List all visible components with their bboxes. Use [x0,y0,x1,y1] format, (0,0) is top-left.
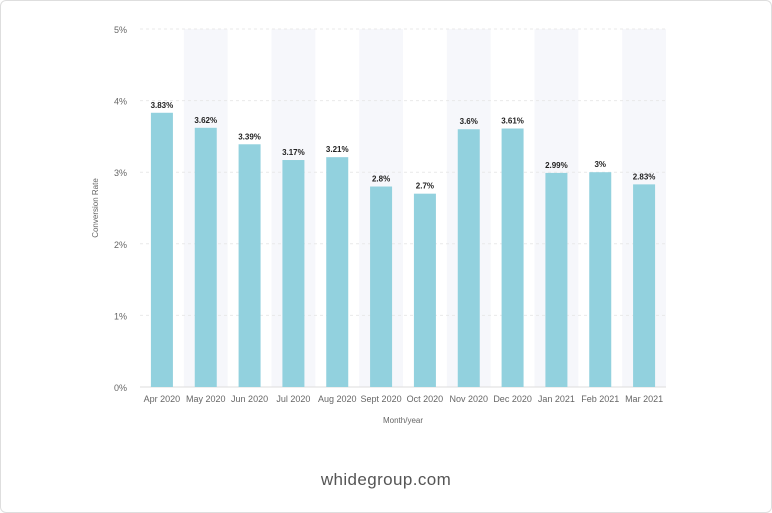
data-label: 2.99% [545,161,568,170]
data-label: 3.6% [460,117,478,126]
bar [150,112,173,387]
x-tick-label: Dec 2020 [493,394,532,404]
data-label: 3% [594,160,606,169]
x-tick-label: Sept 2020 [361,394,402,404]
x-tick-label: Jul 2020 [276,394,310,404]
bar [413,193,436,387]
data-label: 3.21% [326,145,349,154]
data-label: 2.7% [416,182,434,191]
bar [589,172,612,387]
x-tick-label: Mar 2021 [625,394,663,404]
x-tick-label: Apr 2020 [144,394,181,404]
y-tick-label: 0% [114,383,127,393]
bar [633,184,656,387]
footer-watermark: whidegroup.com [320,470,452,489]
x-tick-label: Nov 2020 [449,394,488,404]
bar [370,186,393,387]
x-tick-label: Jan 2021 [538,394,575,404]
y-tick-label: 1% [114,311,127,321]
data-label: 3.39% [238,132,261,141]
data-label: 3.17% [282,148,305,157]
data-label: 3.83% [151,101,174,110]
data-label: 3.61% [501,117,524,126]
x-tick-label: Oct 2020 [407,394,444,404]
y-tick-label: 5% [114,25,127,35]
y-tick-label: 4% [114,97,127,107]
bar [194,127,217,388]
bar [282,160,305,387]
bar [457,129,480,388]
bar [238,144,261,387]
x-tick-label: May 2020 [186,394,226,404]
x-axis-title: Month/year [383,416,423,425]
x-tick-label: Feb 2021 [581,394,619,404]
bar [326,157,349,387]
data-label: 2.8% [372,175,390,184]
bar [545,172,568,387]
x-tick-label: Jun 2020 [231,394,268,404]
data-label: 2.83% [633,172,656,181]
y-tick-label: 2% [114,240,127,250]
y-tick-label: 3% [114,168,127,178]
x-tick-label: Aug 2020 [318,394,357,404]
y-axis-title: Conversion Rate [91,178,100,238]
data-label: 3.62% [194,116,217,125]
bar [501,128,524,388]
